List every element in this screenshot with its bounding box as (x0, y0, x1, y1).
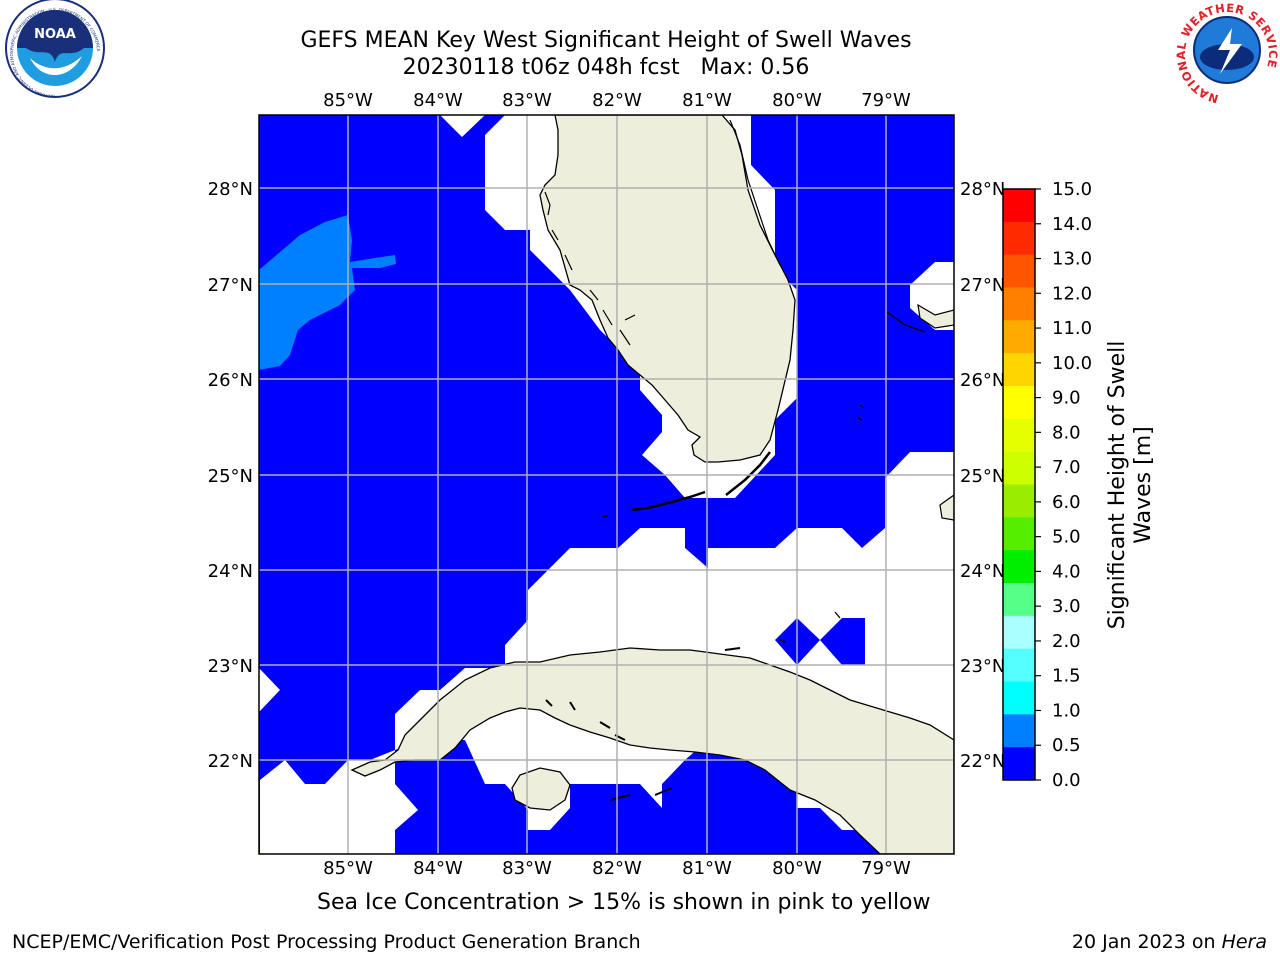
chart-title-line2: 20230118 t06z 048h fcst Max: 0.56 (402, 55, 810, 80)
lon-label: 79°W (861, 90, 911, 111)
florida-landmass (539, 115, 796, 463)
colorbar-swatch (1003, 517, 1035, 551)
colorbar-tick-label: 14.0 (1052, 214, 1092, 235)
colorbar-tick-label: 7.0 (1052, 457, 1081, 478)
colorbar: 15.0 14.0 13.0 12.0 11.0 10.0 9.0 8.0 7.0 6.0 5.0 4… (1002, 179, 1092, 791)
colorbar-label-line2: Waves [m] (1131, 426, 1156, 543)
lon-label: 82°W (592, 858, 642, 879)
noaa-logo: NOAA NATIONAL OCEANIC AND ATMOSPHERIC AD… (5, 0, 105, 99)
west-florida-coastline (544, 191, 636, 346)
colorbar-swatch (1003, 681, 1035, 715)
lat-label: 28°N (208, 179, 253, 200)
cuba-landmass (350, 647, 954, 854)
lat-labels-left: 28°N 27°N 26°N 25°N 24°N 23°N 22°N (208, 179, 253, 772)
lat-label: 23°N (960, 656, 1005, 677)
colorbar-swatch (1003, 648, 1035, 682)
lat-label: 22°N (208, 751, 253, 772)
lon-label: 83°W (502, 858, 552, 879)
lat-label: 26°N (960, 370, 1005, 391)
colorbar-swatch (1003, 714, 1035, 748)
bahamas-cays (602, 311, 926, 619)
colorbar-tick-label: 9.0 (1052, 388, 1081, 409)
colorbar-frame (1002, 188, 1036, 781)
no-data-region (259, 668, 280, 712)
lat-label: 27°N (208, 275, 253, 296)
colorbar-tick-label: 11.0 (1052, 318, 1092, 339)
colorbar-tick-label: 1.5 (1052, 666, 1081, 687)
lat-label: 27°N (960, 275, 1005, 296)
lat-label: 25°N (960, 466, 1005, 487)
map-plot-area (259, 115, 954, 854)
footer-branch: NCEP/EMC/Verification Post Processing Pr… (12, 931, 641, 953)
lon-label: 84°W (413, 90, 463, 111)
colorbar-tick-label: 6.0 (1052, 492, 1081, 513)
colorbar-tick-label: 2.0 (1052, 631, 1081, 652)
footer-host: Hera (1221, 931, 1267, 953)
colorbar-tick-label: 8.0 (1052, 422, 1081, 443)
colorbar-swatch (1003, 615, 1035, 650)
footer-date-text: 20 Jan 2023 on (1071, 931, 1222, 953)
colorbar-tick-label: 5.0 (1052, 527, 1081, 548)
lat-labels-right: 28°N 27°N 26°N 25°N 24°N 23°N 22°N (960, 179, 1005, 772)
lon-label: 85°W (323, 858, 373, 879)
lon-label: 80°W (772, 90, 822, 111)
colorbar-swatch (1003, 451, 1035, 485)
colorbar-swatch (1003, 550, 1035, 584)
lat-label: 26°N (208, 370, 253, 391)
lon-label: 79°W (861, 858, 911, 879)
colorbar-swatch (1003, 353, 1035, 387)
lat-label: 22°N (960, 751, 1005, 772)
swell-half-meter-region (259, 215, 396, 370)
lat-label: 25°N (208, 466, 253, 487)
lat-label: 24°N (960, 561, 1005, 582)
colorbar-tick-label: 15.0 (1052, 179, 1092, 200)
colorbar-tick-label: 13.0 (1052, 249, 1092, 270)
lat-label: 23°N (208, 656, 253, 677)
footer-date: 20 Jan 2023 on Hera (1072, 931, 1267, 953)
colorbar-tick-label: 0.0 (1052, 770, 1081, 791)
colorbar-swatch (1003, 320, 1035, 354)
colorbar-tick-label: 0.5 (1052, 735, 1081, 756)
lat-label: 28°N (960, 179, 1005, 200)
florida-keys (631, 451, 771, 512)
east-florida-coastline (729, 119, 781, 266)
colorbar-swatch (1003, 221, 1035, 256)
colorbar-swatch (1003, 418, 1035, 453)
colorbar-swatch (1003, 287, 1035, 321)
lon-label: 82°W (592, 90, 642, 111)
cuba-cays (545, 639, 786, 801)
lon-label: 81°W (682, 858, 732, 879)
colorbar-tick-label: 12.0 (1052, 283, 1092, 304)
noaa-logo-text: NOAA (34, 27, 76, 42)
lon-labels-top: 85°W 84°W 83°W 82°W 81°W 80°W 79°W (323, 90, 911, 111)
lon-label: 83°W (502, 90, 552, 111)
lon-label: 81°W (682, 90, 732, 111)
chart-title-line1: GEFS MEAN Key West Significant Height of… (300, 28, 912, 53)
colorbar-swatch (1003, 254, 1035, 288)
lon-label: 80°W (772, 858, 822, 879)
map-frame (258, 114, 955, 855)
lon-label: 85°W (323, 90, 373, 111)
no-data-region (440, 115, 485, 137)
colorbar-swatch (1003, 747, 1035, 781)
colorbar-tick-label: 10.0 (1052, 353, 1092, 374)
bahamas-land (917, 303, 954, 521)
colorbar-swatch (1003, 484, 1035, 518)
lon-labels-bottom: 85°W 84°W 83°W 82°W 81°W 80°W 79°W (323, 858, 911, 879)
colorbar-tick-label: 3.0 (1052, 596, 1081, 617)
colorbar-swatch (1003, 189, 1035, 223)
colorbar-swatch (1003, 583, 1035, 617)
lon-label: 84°W (413, 858, 463, 879)
colorbar-label-line1: Significant Height of Swell (1105, 341, 1130, 630)
sea-ice-note: Sea Ice Concentration > 15% is shown in … (317, 890, 931, 915)
lat-label: 24°N (208, 561, 253, 582)
colorbar-tick-label: 1.0 (1052, 700, 1081, 721)
colorbar-tick-label: 4.0 (1052, 561, 1081, 582)
colorbar-swatch (1003, 386, 1035, 420)
nws-logo: NATIONAL WEATHER SERVICE (1174, 1, 1280, 106)
graticule (259, 115, 954, 854)
